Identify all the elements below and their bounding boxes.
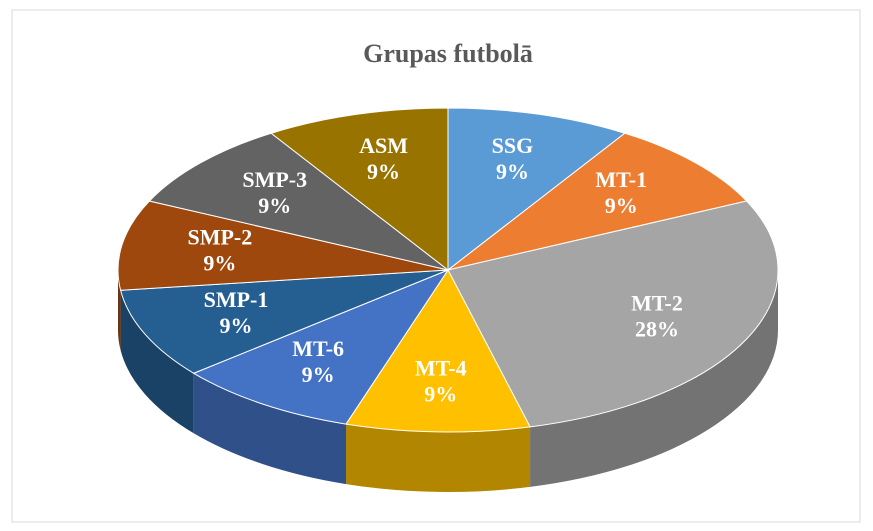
slice-value-label: 9% xyxy=(258,193,291,218)
slice-value-label: 9% xyxy=(219,313,252,338)
slice-value-label: 9% xyxy=(605,193,638,218)
slice-label: SSG xyxy=(492,133,534,158)
pie-side xyxy=(120,290,194,434)
slice-label: SMP-2 xyxy=(187,224,252,249)
slice-label: MT-2 xyxy=(631,290,683,315)
pie-slice xyxy=(148,132,449,271)
slice-value-label: 9% xyxy=(424,381,457,406)
slice-value-label: 9% xyxy=(302,362,335,387)
pie-slice xyxy=(447,107,626,272)
slice-value-label: 9% xyxy=(203,250,236,275)
slice-value-label: 9% xyxy=(496,159,529,184)
chart-title: Grupas futbolā xyxy=(363,39,533,68)
pie-slice xyxy=(117,200,449,291)
pie-side xyxy=(530,270,778,487)
pie-slice xyxy=(192,268,450,425)
pie-side xyxy=(346,424,531,492)
slice-label: SMP-1 xyxy=(204,287,269,312)
slice-label: ASM xyxy=(359,133,408,158)
pie-side xyxy=(193,373,347,485)
pie-slice xyxy=(447,200,779,428)
slice-label: SMP-3 xyxy=(242,167,307,192)
slice-label: MT-6 xyxy=(292,336,344,361)
pie-side xyxy=(118,270,121,351)
pie-slice xyxy=(345,269,531,433)
slice-label: MT-4 xyxy=(415,355,467,380)
slice-value-label: 9% xyxy=(367,159,400,184)
slice-label: MT-1 xyxy=(595,167,647,192)
slice-value-label: 28% xyxy=(635,316,679,341)
pie-slice xyxy=(119,269,449,374)
pie-slice xyxy=(447,132,748,271)
pie-slice xyxy=(270,107,449,272)
